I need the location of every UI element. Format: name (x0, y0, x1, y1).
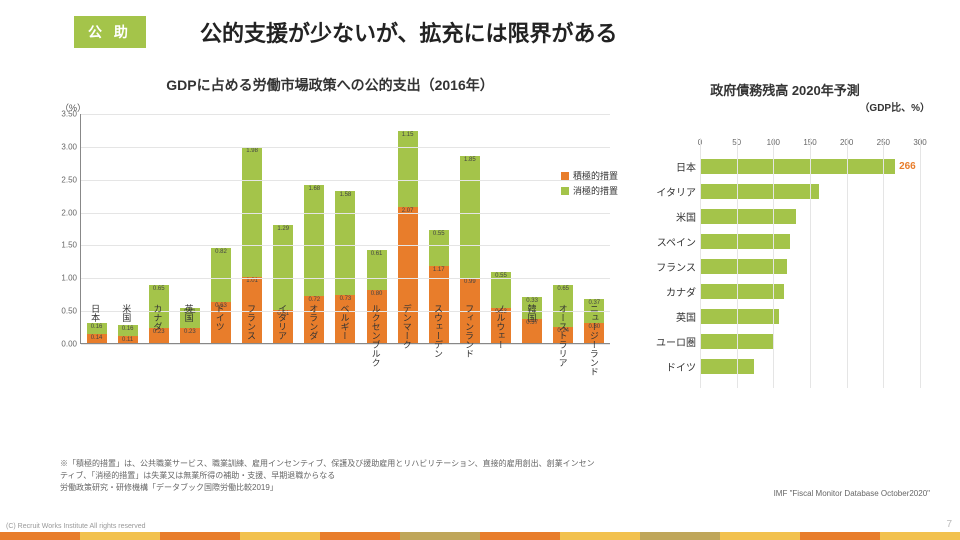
page-number: 7 (946, 519, 952, 530)
x-axis-label: イタリア (276, 304, 289, 376)
left-footnote: ※「積極的措置」は、公共職業サービス、職業訓練、雇用インセンティブ、保護及び援助… (50, 458, 610, 494)
left-chart-unit: （%） (60, 101, 610, 114)
section-badge: 公 助 (74, 16, 146, 48)
highlight-value: 266 (899, 161, 916, 172)
right-chart-panel: 政府債務残高 2020年予測 （GDP比、%） 0501001502002503… (640, 80, 930, 400)
x-axis-label: フランス (245, 304, 258, 376)
debt-label: フランス (640, 259, 696, 274)
slide: 公 助 公的支援が少ないが、拡充には限界がある GDPに占める労働市場政策への公… (0, 0, 960, 540)
debt-bar (700, 234, 790, 249)
debt-label: ユーロ圏 (640, 334, 696, 349)
debt-label: 英国 (640, 309, 696, 324)
x-axis-label: オランダ (307, 304, 320, 376)
copyright: (C) Recruit Works Institute All rights r… (6, 523, 960, 530)
x-axis-label: スウェーデン (432, 304, 445, 376)
legend-active: 積極的措置 (573, 169, 618, 182)
footer: (C) Recruit Works Institute All rights r… (0, 523, 960, 540)
x-axis-label: ドイツ (214, 304, 227, 376)
debt-label: ドイツ (640, 359, 696, 374)
x-axis-label: ルクセンブルク (370, 304, 383, 376)
debt-bar (700, 209, 796, 224)
x-axis-label: 日本 (89, 304, 102, 376)
x-axis-label: ノルウェー (494, 304, 507, 376)
debt-label: 米国 (640, 209, 696, 224)
x-axis-label: オーストラリア (557, 304, 570, 376)
debt-bar (700, 309, 779, 324)
x-axis-label: 米国 (120, 304, 133, 376)
x-axis-label: デンマーク (401, 304, 414, 376)
x-axis-label: ベルギー (338, 304, 351, 376)
right-chart-subtitle: （GDP比、%） (640, 99, 930, 114)
x-axis-label: カナダ (151, 304, 164, 376)
left-chart-title: GDPに占める労働市場政策への公的支出（2016年） (50, 75, 610, 95)
x-axis-label: 英国 (183, 304, 196, 376)
debt-bar (700, 159, 895, 174)
stacked-bar-chart: 0.160.140.160.110.650.230.310.230.820.63… (50, 114, 610, 374)
left-chart-panel: GDPに占める労働市場政策への公的支出（2016年） （%） 0.160.140… (50, 75, 610, 494)
x-axis-label: ニュージーランド (588, 304, 601, 376)
page-title: 公的支援が少ないが、拡充には限界がある (200, 16, 618, 48)
x-axis-label: 韓国 (525, 304, 538, 376)
debt-bar (700, 184, 819, 199)
legend: 積極的措置 消極的措置 (561, 169, 618, 199)
horizontal-bar-chart: 050100150200250300 日本266イタリア米国スペインフランスカナ… (640, 120, 930, 400)
debt-label: カナダ (640, 284, 696, 299)
debt-label: 日本 (640, 159, 696, 174)
legend-passive: 消極的措置 (573, 184, 618, 197)
debt-label: スペイン (640, 234, 696, 249)
right-chart-title: 政府債務残高 2020年予測 (640, 80, 930, 99)
right-source: IMF "Fiscal Monitor Database October2020… (774, 489, 930, 498)
debt-bar (700, 359, 754, 374)
x-axis-label: フィンランド (463, 304, 476, 376)
debt-label: イタリア (640, 184, 696, 199)
debt-bar (700, 284, 784, 299)
